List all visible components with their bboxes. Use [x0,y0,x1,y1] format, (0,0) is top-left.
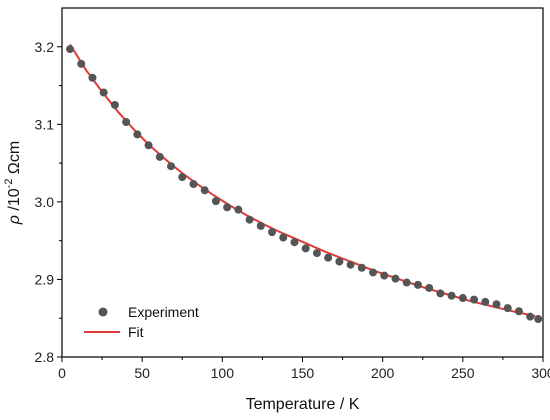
experiment-point [167,162,176,171]
y-axis-unit-prefix: /10 [6,188,23,215]
experiment-point [189,180,198,189]
experiment-point [279,233,288,242]
experiment-point [122,118,131,127]
y-axis-unit: Ωcm [6,141,23,179]
experiment-point [534,314,543,323]
experiment-point [357,263,366,272]
experiment-point [436,289,445,298]
experiment-point [268,228,277,237]
legend: Experiment Fit [84,304,199,340]
experiment-point [144,141,153,150]
experiment-point [458,294,467,303]
experiment-point [245,215,254,224]
series-layer [66,43,543,323]
y-tick-label: 2.8 [35,349,55,365]
experiment-point [425,283,434,292]
experiment-point [369,268,378,277]
y-tick-label: 3.0 [35,194,55,210]
experiment-point [402,278,411,287]
experiment-point [77,59,86,68]
axes: 0 50 100 150 200 250 300 2.8 2.9 3.0 3.1 3.2 [35,7,550,381]
experiment-point [155,152,164,161]
experiment-point [470,295,479,304]
experiment-point [391,274,400,283]
experiment-point [380,271,389,280]
experiment-point [324,253,333,262]
y-axis-title: ρ /10-2 Ωcm [3,141,23,225]
experiment-point [514,307,523,316]
experiment-point [447,291,456,300]
experiment-point [256,221,265,230]
experiment-point [481,297,490,306]
x-tick-label: 200 [371,365,395,381]
fit-line [69,43,536,317]
experiment-point [110,100,119,109]
y-axis-exponent: -2 [3,179,15,189]
x-tick-label: 50 [134,365,150,381]
experiment-point [290,238,299,247]
experiment-point [211,197,220,206]
experiment-point [346,260,355,269]
y-tick-label: 2.9 [35,271,55,287]
legend-label-fit: Fit [128,324,144,340]
experiment-point [234,205,243,214]
experiment-point [200,186,209,195]
y-axis-symbol: ρ [6,215,23,225]
x-tick-label: 0 [58,365,66,381]
x-tick-label: 100 [211,365,235,381]
experiment-point [503,304,512,313]
x-tick-label: 300 [531,365,550,381]
experiment-point [99,88,108,97]
y-tick-label: 3.2 [35,39,55,55]
experiment-point [413,280,422,289]
experiment-point [335,257,344,266]
experiment-point [301,244,310,253]
y-tick-label: 3.1 [35,116,55,132]
x-axis-title: Temperature / K [246,396,360,413]
experiment-point [492,300,501,309]
experiment-point [66,45,75,54]
x-tick-label: 250 [451,365,475,381]
experiment-point [223,203,232,212]
legend-label-experiment: Experiment [128,304,199,320]
legend-marker-experiment [98,307,108,317]
x-tick-label: 150 [291,365,315,381]
experiment-point [312,249,321,258]
experiment-point [526,312,535,321]
experiment-point [88,73,97,82]
experiment-point [178,173,187,182]
experiment-point [133,130,142,139]
